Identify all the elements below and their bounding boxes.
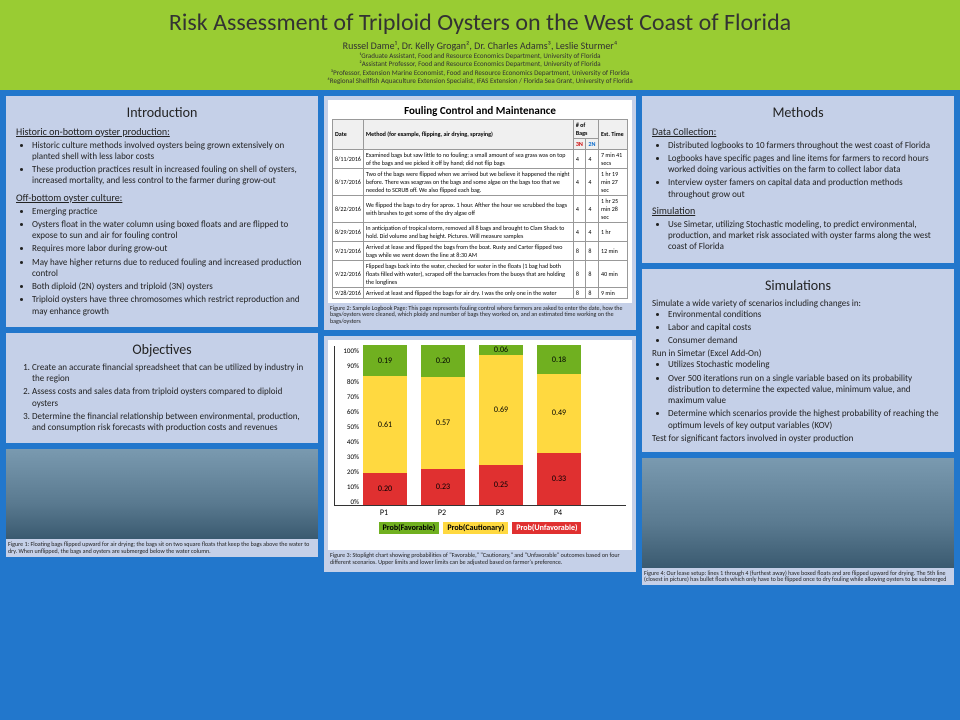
th-time: Est. Time bbox=[599, 119, 628, 149]
sim-bullet: Consumer demand bbox=[668, 335, 944, 346]
sim-title: Simulations bbox=[652, 277, 944, 294]
th-date: Date bbox=[333, 119, 364, 149]
th-2n: 2N bbox=[586, 138, 599, 149]
legend-unfavorable: Prob(Unfavorable) bbox=[512, 522, 581, 534]
th-method: Method (for example, flipping, air dryin… bbox=[363, 119, 573, 149]
methods-bullet: Use Simetar, utilizing Stochastic modeli… bbox=[668, 219, 944, 253]
chart-bar: 0.250.690.06 bbox=[479, 345, 523, 505]
y-axis-labels: 0%10%20%30%40%50%60%70%80%90%100% bbox=[335, 346, 359, 506]
chart-bar: 0.330.490.18 bbox=[537, 345, 581, 505]
stoplight-chart: 0%10%20%30%40%50%60%70%80%90%100% 0.200.… bbox=[328, 340, 632, 550]
table-row: 9/21/2016Arrived at lease and flipped th… bbox=[333, 241, 628, 260]
chart-bar: 0.230.570.20 bbox=[421, 345, 465, 505]
table-row: 8/22/2016We flipped the bags to dry for … bbox=[333, 195, 628, 222]
sim-lead: Simulate a wide variety of scenarios inc… bbox=[652, 298, 944, 309]
figure-2-caption: Figure 2: Sample Logbook Page: This page… bbox=[328, 303, 632, 327]
right-column: Methods Data Collection: Distributed log… bbox=[642, 96, 954, 585]
sim-bullet: Over 500 iterations run on a single vari… bbox=[668, 373, 944, 407]
chart-legend: Prob(Favorable) Prob(Cautionary) Prob(Un… bbox=[334, 522, 626, 534]
poster-title: Risk Assessment of Triploid Oysters on t… bbox=[0, 8, 960, 37]
figure-1-caption: Figure 1: Floating bags flipped upward f… bbox=[6, 539, 318, 556]
table-row: 8/11/2016Examined bags but saw little to… bbox=[333, 149, 628, 168]
th-bags: # of Bags bbox=[573, 119, 598, 138]
intro-bullet: These production practices result in inc… bbox=[32, 164, 308, 187]
sim-bullet: Utilizes Stochastic modeling bbox=[668, 359, 944, 370]
sim-tail: Test for significant factors involved in… bbox=[652, 433, 944, 444]
affil-4: ⁴Regional Shellfish Aquaculture Extensio… bbox=[0, 77, 960, 85]
table-title: Fouling Control and Maintenance bbox=[332, 104, 628, 117]
figure-4-caption: Figure 4: Our lease setup: lines 1 throu… bbox=[642, 568, 954, 585]
methods-bullet: Distributed logbooks to 10 farmers throu… bbox=[668, 140, 944, 151]
sim-bullet: Environmental conditions bbox=[668, 309, 944, 320]
legend-favorable: Prob(Favorable) bbox=[379, 522, 440, 534]
center-column: Fouling Control and Maintenance Date Met… bbox=[324, 96, 636, 585]
intro-bullet: Triploid oysters have three chromosomes … bbox=[32, 294, 308, 317]
obj-item: Assess costs and sales data from triploi… bbox=[32, 386, 308, 409]
intro-bullet: May have higher returns due to reduced f… bbox=[32, 257, 308, 280]
intro-bullet: Historic culture methods involved oyster… bbox=[32, 140, 308, 163]
sim-bullet: Labor and capital costs bbox=[668, 322, 944, 333]
methods-sub1: Data Collection: bbox=[652, 125, 944, 138]
intro-bullet: Both diploid (2N) oysters and triploid (… bbox=[32, 281, 308, 292]
figure-3-wrap: 0%10%20%30%40%50%60%70%80%90%100% 0.200.… bbox=[324, 336, 636, 571]
intro-title: Introduction bbox=[16, 104, 308, 121]
methods-sub2: Simulation bbox=[652, 204, 944, 217]
th-3n: 3N bbox=[573, 138, 586, 149]
objectives-panel: Objectives Create an accurate financial … bbox=[6, 333, 318, 444]
figure-3-caption: Figure 3: Stoplight chart showing probab… bbox=[328, 550, 632, 567]
intro-bullet: Oysters float in the water column using … bbox=[32, 219, 308, 242]
table-row: 9/28/2016Arrived at least and flipped th… bbox=[333, 287, 628, 298]
left-column: Introduction Historic on-bottom oyster p… bbox=[6, 96, 318, 585]
methods-bullet: Interview oyster famers on capital data … bbox=[668, 177, 944, 200]
methods-title: Methods bbox=[652, 104, 944, 121]
logbook-table: Date Method (for example, flipping, air … bbox=[332, 119, 628, 299]
intro-bullet: Emerging practice bbox=[32, 206, 308, 217]
intro-panel: Introduction Historic on-bottom oyster p… bbox=[6, 96, 318, 327]
table-row: 8/17/2016Two of the bags were flipped wh… bbox=[333, 168, 628, 195]
obj-item: Create an accurate financial spreadsheet… bbox=[32, 362, 308, 385]
intro-sub1: Historic on-bottom oyster production: bbox=[16, 125, 308, 138]
simulations-panel: Simulations Simulate a wide variety of s… bbox=[642, 269, 954, 452]
poster-grid: Introduction Historic on-bottom oyster p… bbox=[0, 90, 960, 591]
legend-cautionary: Prob(Cautionary) bbox=[443, 522, 508, 534]
sim-bullet: Determine which scenarios provide the hi… bbox=[668, 408, 944, 431]
methods-panel: Methods Data Collection: Distributed log… bbox=[642, 96, 954, 263]
obj-item: Determine the financial relationship bet… bbox=[32, 411, 308, 434]
intro-sub2: Off-bottom oyster culture: bbox=[16, 191, 308, 204]
methods-bullet: Logbooks have specific pages and line it… bbox=[668, 153, 944, 176]
figure-4: Figure 4: Our lease setup: lines 1 throu… bbox=[642, 458, 954, 585]
obj-title: Objectives bbox=[16, 341, 308, 358]
intro-bullet: Requires more labor during grow-out bbox=[32, 243, 308, 254]
logbook-table-panel: Fouling Control and Maintenance Date Met… bbox=[328, 100, 632, 303]
table-row: 9/22/2016Flipped bags back into the wate… bbox=[333, 260, 628, 287]
sim-lead2: Run in Simetar (Excel Add-On) bbox=[652, 348, 944, 359]
figure-1-image bbox=[6, 449, 318, 539]
figure-1: Figure 1: Floating bags flipped upward f… bbox=[6, 449, 318, 556]
x-axis-labels: P1P2P3P4 bbox=[334, 506, 626, 518]
figure-2-wrap: Fouling Control and Maintenance Date Met… bbox=[324, 96, 636, 331]
figure-4-image bbox=[642, 458, 954, 568]
chart-area: 0%10%20%30%40%50%60%70%80%90%100% 0.200.… bbox=[334, 346, 626, 506]
poster-header: Risk Assessment of Triploid Oysters on t… bbox=[0, 0, 960, 90]
chart-bar: 0.200.610.19 bbox=[363, 345, 407, 505]
table-row: 8/29/2016In anticipation of tropical sto… bbox=[333, 222, 628, 241]
